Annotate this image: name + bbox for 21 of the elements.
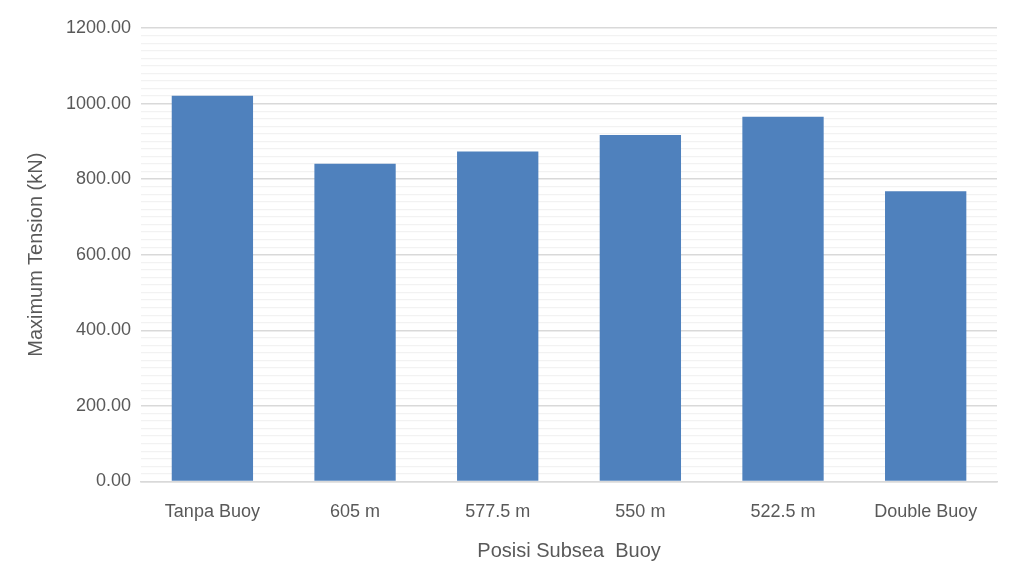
x-tick-label: Double Buoy [874,501,978,522]
y-tick-label: 400.00 [76,319,132,340]
y-tick-label: 600.00 [76,243,132,264]
bar [599,134,682,481]
x-tick-label: 522.5 m [750,501,816,522]
bar [885,191,967,481]
x-axis-title: Posisi Subsea Buoy [477,538,661,561]
y-tick-label: 0.00 [96,470,132,491]
y-tick-label: 1000.00 [65,92,132,113]
x-tick-label: 577.5 m [465,501,531,522]
y-tick-label: 800.00 [76,168,132,189]
bar [314,163,396,481]
bar [742,116,824,481]
y-tick-label: 200.00 [76,394,132,415]
x-tick-label: 605 m [330,501,381,522]
x-tick-label: 550 m [615,501,666,522]
bar [171,95,254,481]
y-axis-title: Maximum Tension (kN) [23,152,46,357]
x-tick-label: Tanpa Buoy [164,501,260,522]
y-tick-label: 1200.00 [65,16,132,37]
bar [457,151,539,481]
